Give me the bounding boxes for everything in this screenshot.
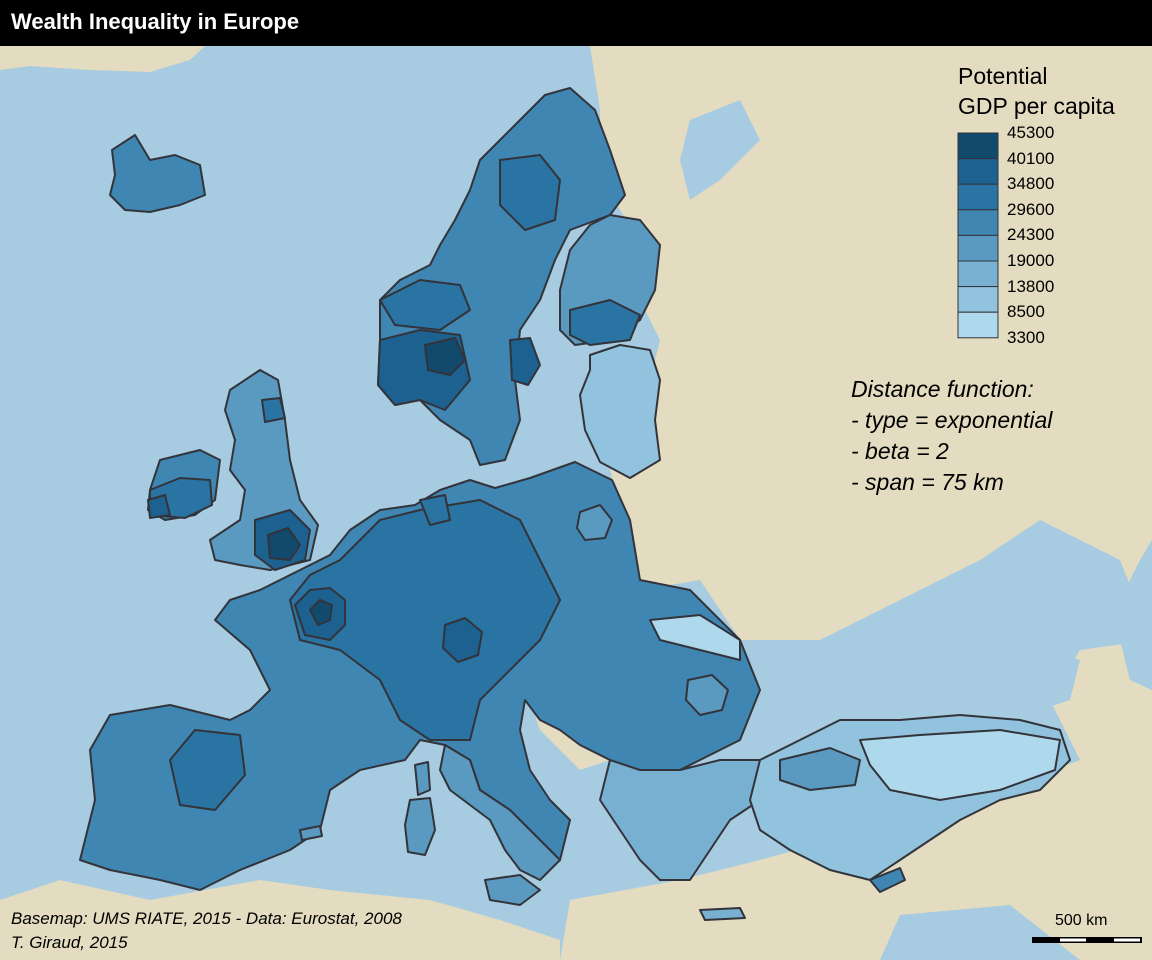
balkans [599, 759, 761, 881]
legend-title-line2: GDP per capita [958, 93, 1115, 119]
italy [439, 744, 561, 881]
inner-seas [680, 100, 1152, 720]
legend-break-label: 19000 [1007, 251, 1055, 270]
legend-swatch [957, 158, 999, 185]
legend-title-line1: Potential [958, 63, 1048, 89]
legend-swatch [957, 286, 999, 313]
crete [699, 907, 746, 921]
balearic-islands [299, 825, 323, 841]
sardinia [404, 797, 436, 856]
note-span: - span = 75 km [851, 469, 1004, 495]
legend-break-label: 34800 [1007, 174, 1055, 194]
map-title: Wealth Inequality in Europe [11, 9, 300, 34]
corsica [414, 761, 431, 796]
cyprus [869, 867, 906, 893]
scale-bar [1032, 937, 1142, 943]
note-title: Distance function: [851, 376, 1034, 402]
legend-swatch [957, 260, 999, 288]
legend-break-label: 29600 [1007, 199, 1055, 219]
legend-break-label: 24300 [1007, 225, 1055, 245]
legend-swatch [957, 132, 999, 160]
title-bar: Wealth Inequality in Europe [0, 0, 1152, 46]
note-beta: - beta = 2 [851, 438, 949, 464]
legend-break-label: 8500 [1007, 302, 1045, 322]
credits-author: T. Giraud, 2015 [11, 933, 128, 952]
legend-swatch [957, 234, 999, 262]
isoline-areas [147, 154, 1061, 811]
legend-break-label: 40100 [1007, 148, 1055, 168]
legend-swatch [957, 311, 999, 339]
iceland [109, 134, 206, 213]
note-type: - type = exponential [851, 407, 1053, 433]
legend-swatch [957, 209, 999, 236]
scale-bar-label: 500 km [1055, 912, 1108, 929]
sicily [484, 874, 541, 906]
legend-swatches [957, 132, 999, 339]
baltic-states [579, 344, 661, 479]
legend-swatch [957, 183, 999, 211]
legend-break-label: 13800 [1007, 276, 1055, 296]
legend-break-label: 45300 [1007, 123, 1055, 142]
map-canvas [0, 46, 1152, 960]
credits-source: Basemap: UMS RIATE, 2015 - Data: Eurosta… [11, 909, 402, 928]
legend-break-label: 3300 [1007, 327, 1045, 347]
